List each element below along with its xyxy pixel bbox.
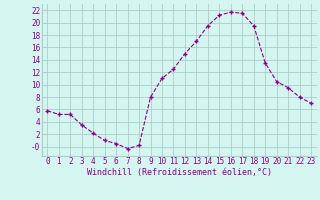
X-axis label: Windchill (Refroidissement éolien,°C): Windchill (Refroidissement éolien,°C): [87, 168, 272, 177]
